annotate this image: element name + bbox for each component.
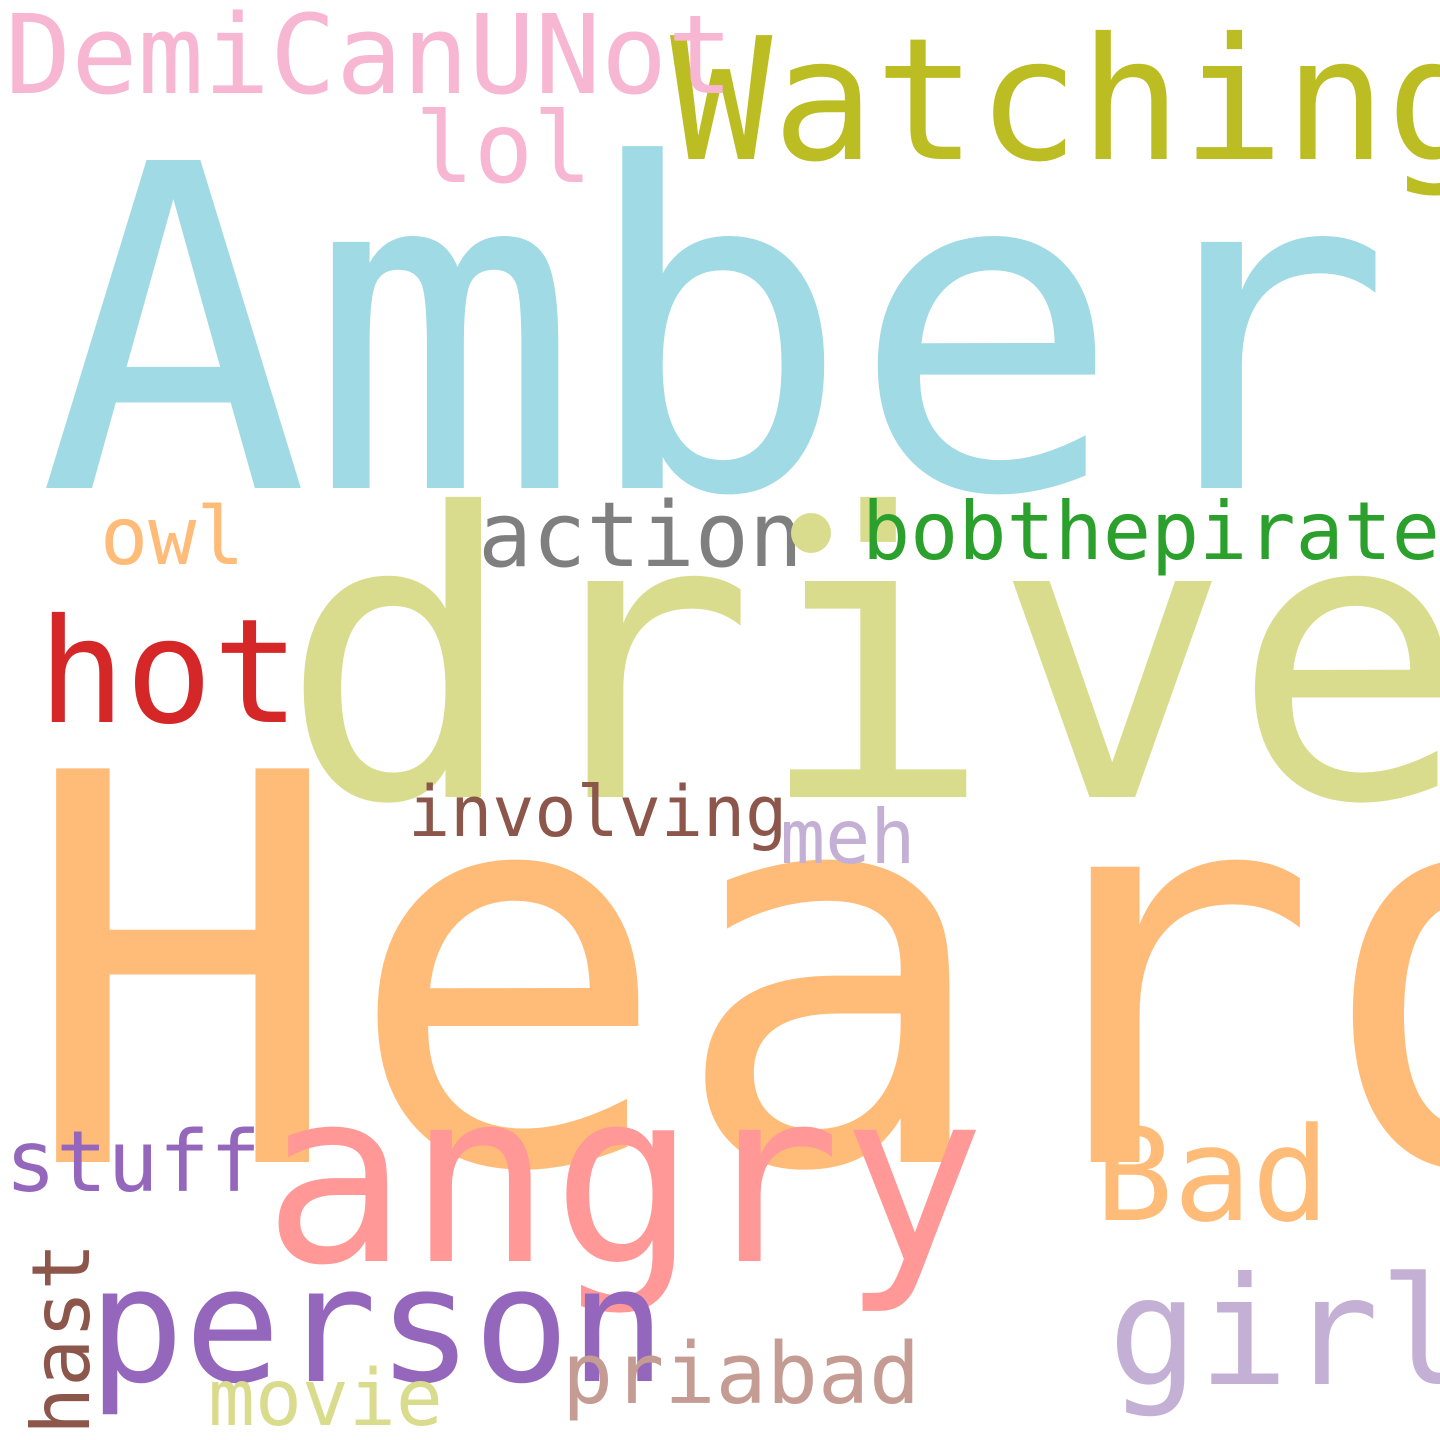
word-hot: hot <box>38 588 300 757</box>
word-stuff: stuff <box>5 1113 261 1212</box>
word-movie: movie <box>208 1354 443 1440</box>
word-lol: lol <box>415 92 593 206</box>
word-drive: drive <box>280 431 1440 891</box>
word-bad: Bad <box>1095 1099 1330 1251</box>
word-priabad: priabad <box>562 1325 921 1424</box>
word-involving: involving <box>408 771 788 853</box>
word-action: action <box>478 483 804 588</box>
word-owl: owl <box>100 490 245 583</box>
word-angry: angry <box>263 1038 986 1318</box>
word-girl: girl <box>1108 1246 1440 1420</box>
word-person: person <box>88 1232 666 1419</box>
word-bobthepirate: bobthepirate <box>862 485 1440 578</box>
word-amber: Amber <box>38 71 1393 595</box>
word-heard: Heard <box>20 662 1440 1290</box>
dot-mark <box>791 513 831 553</box>
word-demicanunot: DemiCanUNot <box>5 0 734 119</box>
word-meh: meh <box>780 793 916 881</box>
word-hast: hast <box>15 1242 108 1435</box>
word-watching: Watching <box>670 2 1440 200</box>
